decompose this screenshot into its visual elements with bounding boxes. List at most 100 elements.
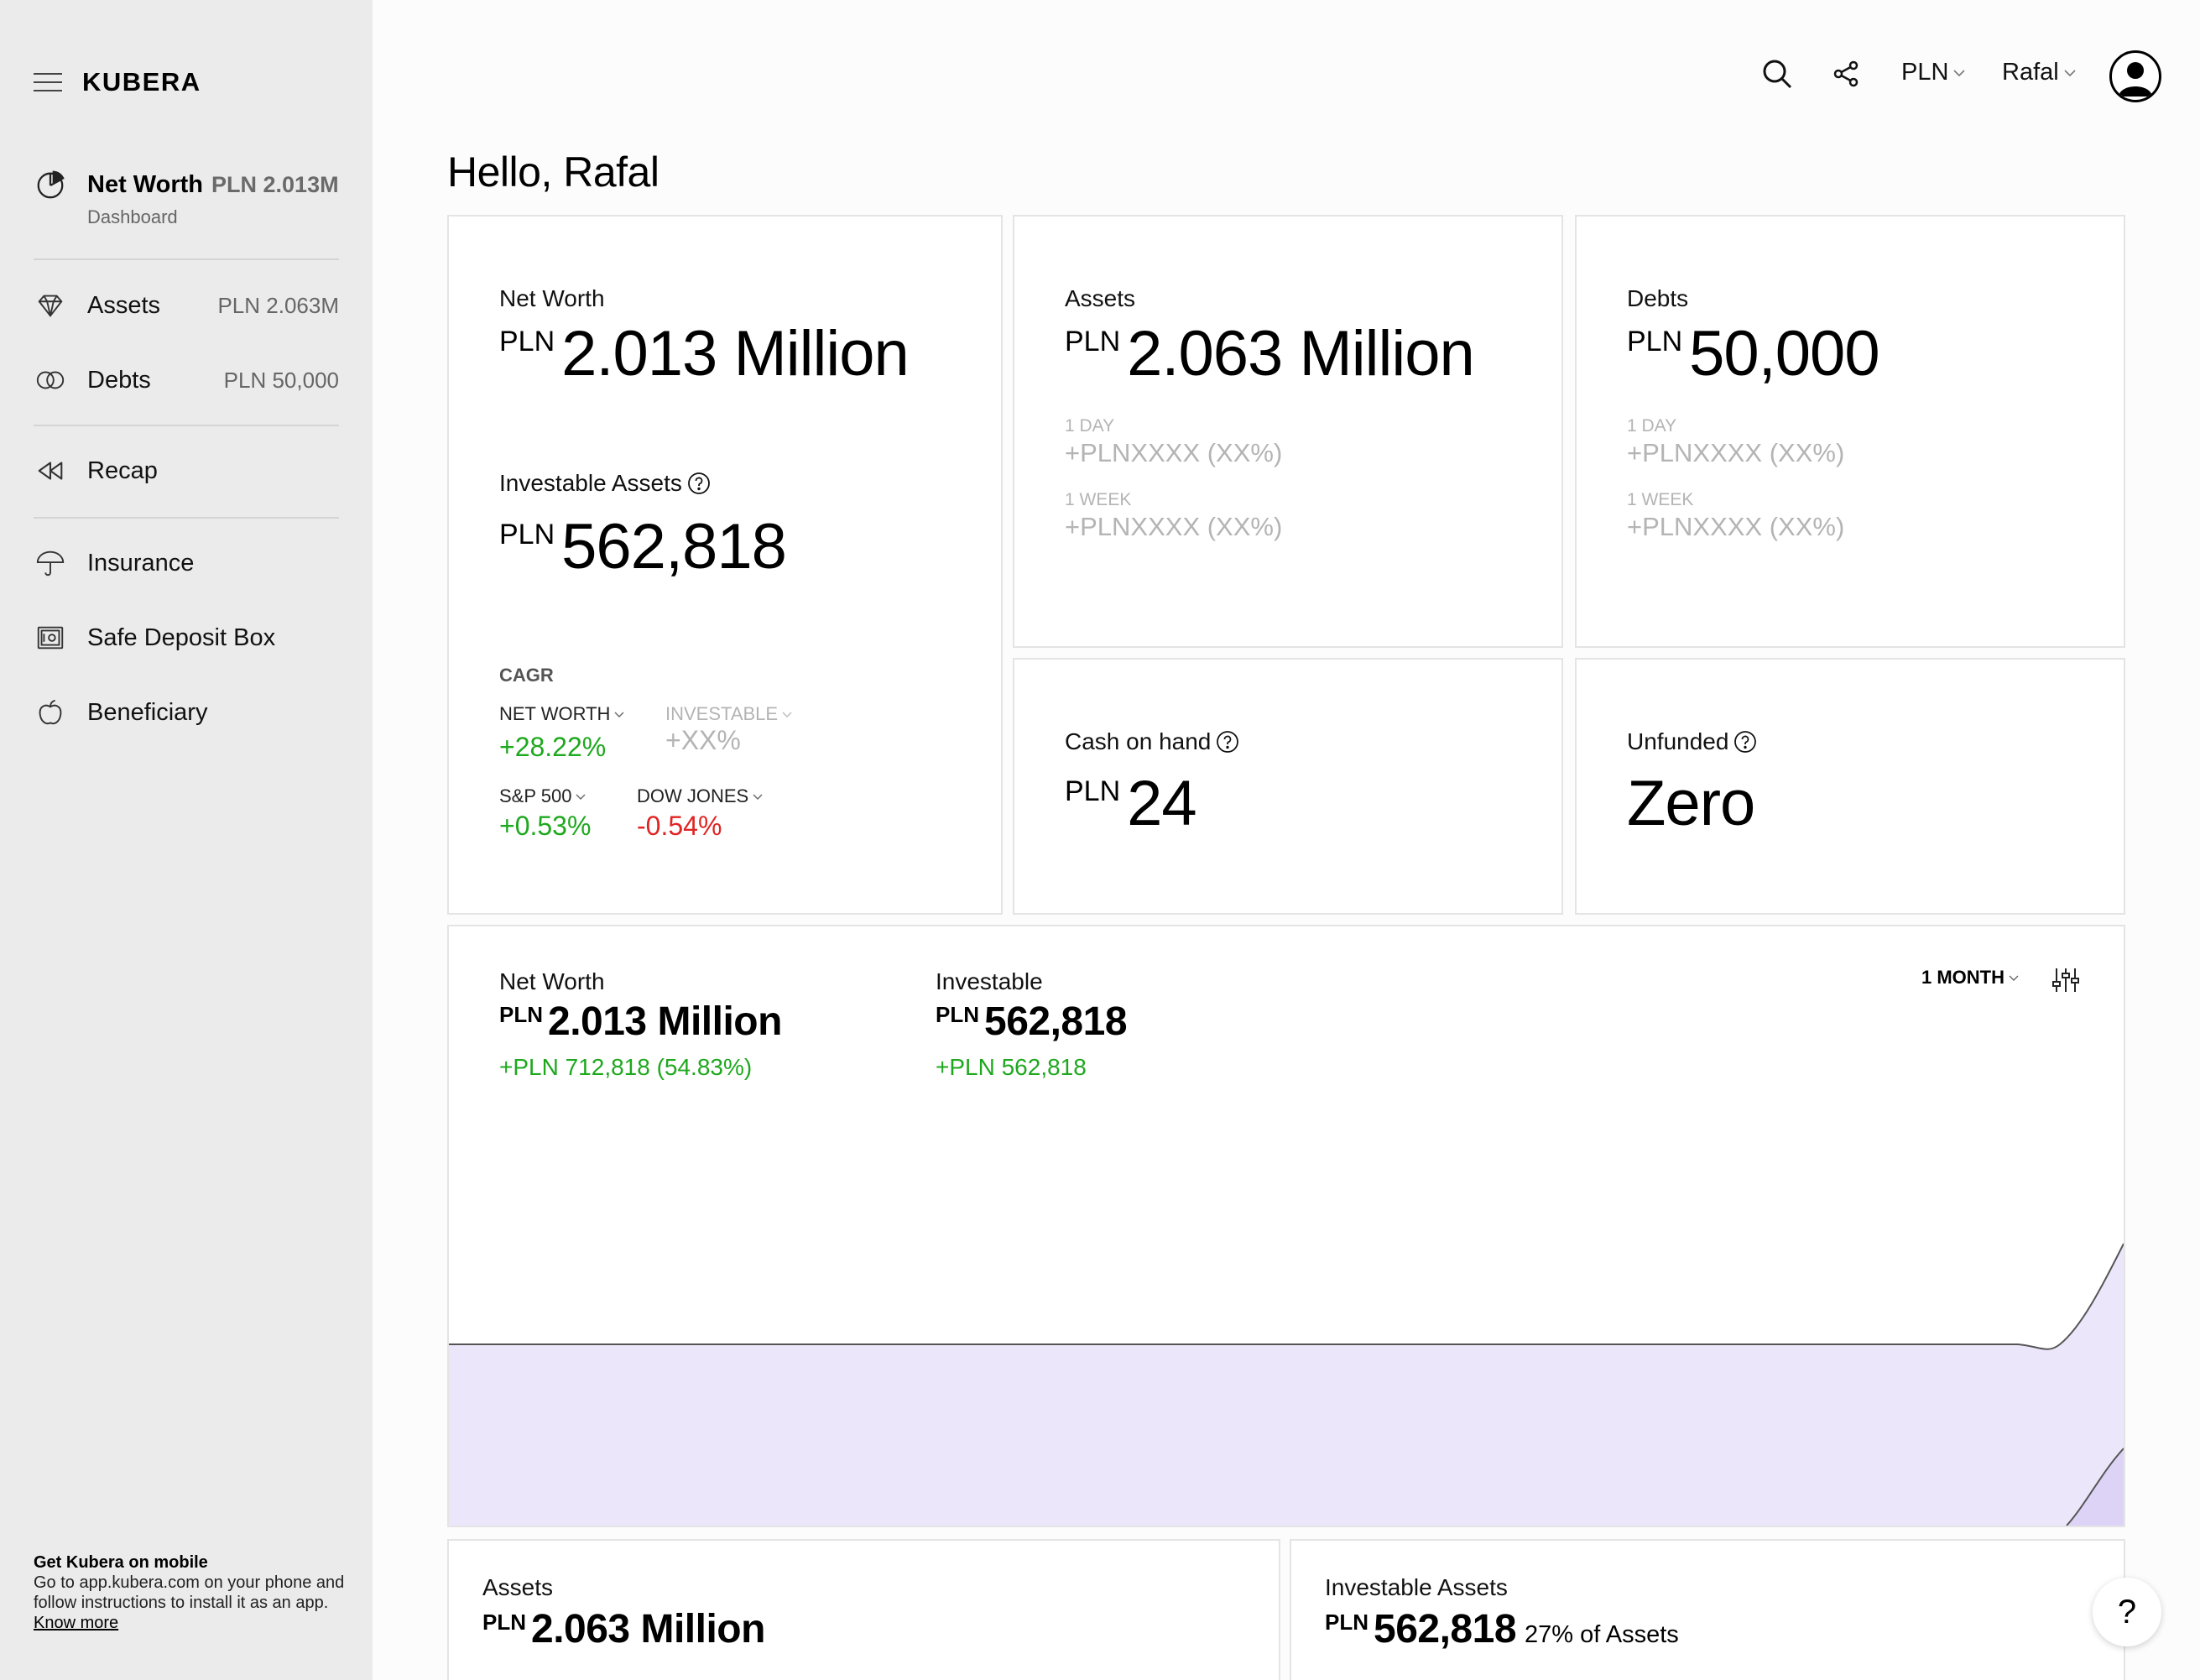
- change-period-label: 1 WEEK: [1065, 490, 1132, 509]
- sidebar-item-value: PLN 2.013M: [211, 171, 339, 197]
- sidebar-item-beneficiary[interactable]: Beneficiary: [34, 696, 339, 729]
- cash-on-hand-value: PLN 24: [1065, 768, 1197, 839]
- cagr-net-worth-selector[interactable]: NET WORTH: [499, 703, 625, 725]
- cagr-net-worth-value: +28.22%: [499, 732, 607, 762]
- currency-label: PLN: [1901, 59, 1949, 86]
- investable-assets-summary-card[interactable]: Investable Assets PLN 562,818 27% of Ass…: [1290, 1539, 2125, 1680]
- assets-value: PLN 2.063 Million: [1065, 321, 1475, 388]
- greeting: Hello, Rafal: [447, 149, 659, 196]
- chart-investable-value: PLN 562,818: [936, 999, 1128, 1044]
- net-worth-area-chart: [449, 1243, 2124, 1526]
- currency-selector[interactable]: PLN: [1901, 59, 1967, 86]
- sidebar-item-value: PLN 50,000: [223, 367, 339, 393]
- sidebar-item-label: Debts: [87, 366, 151, 394]
- currency-label: PLN: [1325, 1610, 1368, 1635]
- user-silhouette-icon: [2119, 62, 2152, 97]
- currency-label: PLN: [936, 1002, 979, 1027]
- sidebar-item-debts[interactable]: Debts PLN 50,000: [34, 363, 339, 397]
- sidebar-item-label: Beneficiary: [87, 698, 208, 726]
- cash-on-hand-label: Cash on hand: [1065, 728, 1239, 755]
- mobile-app-note: Get Kubera on mobile Go to app.kubera.co…: [34, 1552, 352, 1633]
- label-text: NET WORTH: [499, 703, 611, 724]
- unfunded-card[interactable]: Unfunded Zero: [1575, 658, 2125, 915]
- cash-on-hand-card[interactable]: Cash on hand PLN 24: [1013, 658, 1563, 915]
- help-icon[interactable]: [1733, 730, 1757, 754]
- help-icon[interactable]: [687, 472, 711, 495]
- amount: Zero: [1627, 768, 1755, 839]
- sidebar-item-recap[interactable]: Recap: [34, 454, 339, 488]
- chart-investable-label: Investable: [936, 968, 1043, 994]
- amount: 2.013 Million: [561, 318, 910, 389]
- cagr-title: CAGR: [499, 665, 554, 686]
- sidebar-item-label: Safe Deposit Box: [87, 623, 276, 651]
- debts-value: PLN 50,000: [1627, 321, 1880, 388]
- chart-net-worth-value: PLN 2.013 Million: [499, 1000, 782, 1044]
- assets-summary-card[interactable]: Assets PLN 2.063 Million: [447, 1539, 1280, 1680]
- cagr-sp500-selector[interactable]: S&P 500: [499, 785, 586, 807]
- card-label: Debts: [1627, 285, 1689, 311]
- help-button[interactable]: ?: [2093, 1578, 2161, 1646]
- sidebar-divider: [34, 517, 339, 519]
- help-icon[interactable]: [1216, 730, 1239, 754]
- chart-settings-icon[interactable]: [2051, 965, 2081, 995]
- avatar[interactable]: [2109, 50, 2161, 102]
- cagr-investable-selector[interactable]: INVESTABLE: [665, 703, 793, 725]
- kubera-logo: KUBERA: [82, 67, 201, 97]
- label-text: Unfunded: [1627, 728, 1729, 754]
- sidebar: KUBERA Net Worth PLN 2.013M Dashboard As…: [0, 0, 373, 1680]
- chart-net-worth-change: +PLN 712,818 (54.83%): [499, 1054, 753, 1080]
- chart-range-selector[interactable]: 1 MONTH: [1921, 967, 2020, 989]
- sidebar-item-label: Assets: [87, 291, 161, 319]
- currency-label: PLN: [499, 519, 555, 550]
- mobile-note-title: Get Kubera on mobile: [34, 1553, 208, 1572]
- label-text: DOW JONES: [637, 785, 749, 806]
- hamburger-menu-icon[interactable]: [34, 72, 64, 92]
- amount: 24: [1127, 768, 1197, 839]
- label-text: Cash on hand: [1065, 728, 1212, 754]
- debts-card[interactable]: Debts PLN 50,000 1 DAY +PLNXXXX (XX%) 1 …: [1575, 215, 2125, 648]
- currency-label: PLN: [482, 1610, 526, 1635]
- net-worth-value: PLN 2.013 Million: [499, 318, 910, 389]
- net-worth-line: [449, 1243, 2124, 1350]
- net-worth-area: [449, 1244, 2124, 1526]
- user-menu[interactable]: Rafal: [2002, 59, 2077, 86]
- share-icon[interactable]: [1829, 57, 1863, 91]
- sidebar-item-label: Net Worth: [87, 170, 204, 198]
- search-icon[interactable]: [1760, 57, 1794, 91]
- sidebar-item-sublabel: Dashboard: [87, 206, 178, 227]
- safe-icon: [34, 621, 67, 655]
- cagr-dow-jones-value: -0.54%: [637, 811, 722, 841]
- assets-card[interactable]: Assets PLN 2.063 Million 1 DAY +PLNXXXX …: [1013, 215, 1563, 648]
- rewind-icon: [34, 454, 67, 488]
- sidebar-item-insurance[interactable]: Insurance: [34, 546, 339, 580]
- brand: KUBERA: [34, 67, 201, 97]
- chevron-down-icon: [1953, 69, 1965, 76]
- sidebar-item-label: Insurance: [87, 549, 195, 577]
- sidebar-item-net-worth[interactable]: Net Worth PLN 2.013M Dashboard: [34, 168, 339, 228]
- unfunded-value: Zero: [1627, 768, 1755, 839]
- investable-assets-label: Investable Assets: [499, 470, 711, 497]
- assets-summary-value: PLN 2.063 Million: [482, 1608, 765, 1651]
- percent-of-assets: 27% of Assets: [1525, 1621, 1679, 1648]
- sidebar-item-value: PLN 2.063M: [217, 292, 339, 318]
- sidebar-item-assets[interactable]: Assets PLN 2.063M: [34, 289, 339, 322]
- card-label: Investable Assets: [1325, 1574, 1508, 1600]
- change-value: +PLNXXXX (XX%): [1065, 438, 1283, 467]
- know-more-link[interactable]: Know more: [34, 1614, 119, 1632]
- label-text: Investable Assets: [499, 470, 682, 496]
- change-value: +PLNXXXX (XX%): [1065, 512, 1283, 541]
- amount: 562,818: [1374, 1607, 1517, 1651]
- investable-line: [2066, 1448, 2124, 1526]
- cagr-dow-jones-selector[interactable]: DOW JONES: [637, 785, 764, 807]
- amount: 562,818: [984, 999, 1128, 1044]
- sidebar-item-safe-deposit-box[interactable]: Safe Deposit Box: [34, 621, 339, 655]
- net-worth-card[interactable]: Net Worth PLN 2.013 Million Investable A…: [447, 215, 1003, 915]
- chevron-down-icon: [782, 712, 792, 717]
- amount: 2.013 Million: [548, 999, 782, 1044]
- card-label: Assets: [482, 1574, 554, 1600]
- card-label: Net Worth: [499, 285, 605, 311]
- unfunded-label: Unfunded: [1627, 728, 1757, 755]
- chevron-down-icon: [614, 712, 624, 717]
- apple-icon: [34, 696, 67, 729]
- sidebar-divider: [34, 258, 339, 260]
